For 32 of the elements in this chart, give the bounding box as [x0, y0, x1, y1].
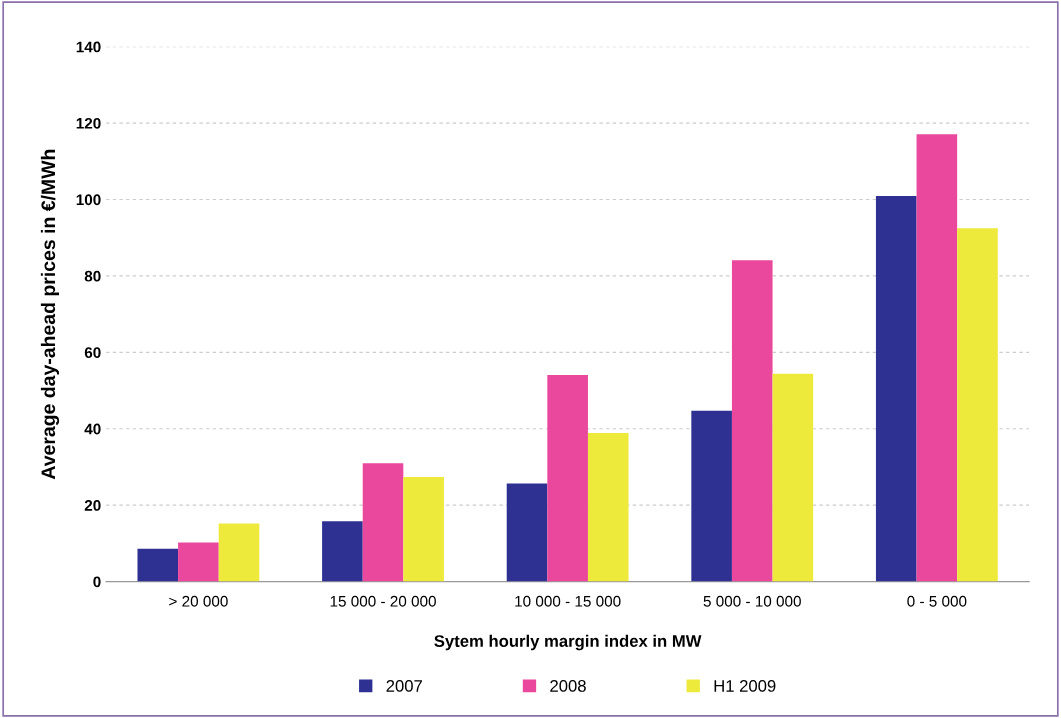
- x-tick-label: > 20 000: [169, 595, 228, 607]
- bar: [322, 521, 363, 582]
- bar: [218, 523, 260, 582]
- x-tick-label: 10 000 - 15 000: [515, 595, 621, 607]
- x-tick-label: 0 - 5 000: [907, 595, 967, 607]
- y-tick-label: 100: [76, 194, 101, 206]
- bar: [178, 542, 219, 582]
- legend-label: 2008: [550, 680, 586, 692]
- y-tick-label: 20: [84, 500, 101, 511]
- y-axis-title: Average day-ahead prices in €/MWh: [40, 149, 60, 480]
- y-tick-label: 60: [84, 347, 101, 359]
- bar: [547, 374, 588, 582]
- x-axis-title: Sytem hourly margin index in MW: [434, 634, 702, 651]
- bar: [403, 476, 444, 582]
- bar: [772, 373, 814, 582]
- bar: [362, 463, 404, 582]
- x-tick-label: 15 000 - 20 000: [330, 595, 436, 607]
- bar: [957, 228, 998, 582]
- bar: [731, 260, 773, 582]
- y-tick-label: 140: [76, 41, 101, 53]
- x-tick-label: 5 000 - 10 000: [703, 595, 801, 607]
- bar: [506, 483, 548, 582]
- y-tick-label: 40: [84, 423, 101, 435]
- bar: [691, 410, 732, 582]
- bar: [137, 548, 179, 582]
- legend-label: H1 2009: [714, 680, 776, 692]
- bar: [587, 432, 629, 582]
- y-tick-label: 0: [93, 576, 101, 588]
- legend-label: 2007: [386, 680, 422, 692]
- y-tick-label: 120: [76, 117, 101, 129]
- y-tick-label: 80: [84, 270, 101, 282]
- bar: [916, 134, 958, 582]
